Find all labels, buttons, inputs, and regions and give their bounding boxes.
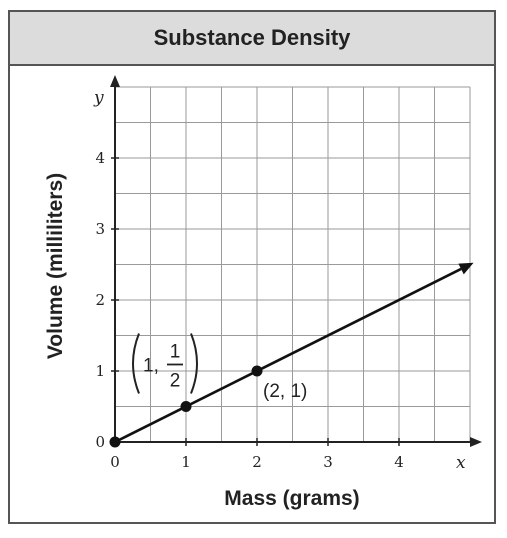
y-tick-label: 0 <box>95 433 105 451</box>
left-paren-icon <box>132 333 140 394</box>
x-axis-variable: x <box>456 453 466 473</box>
y-tick-label: 2 <box>95 291 105 309</box>
axes <box>110 75 482 447</box>
chart-frame: Substance Density <box>8 10 496 524</box>
y-tick-label: 3 <box>95 220 105 238</box>
data-point <box>251 365 263 377</box>
y-tick-label: 1 <box>95 362 105 380</box>
data-points: (2, 1) 1, 1 2 <box>109 333 307 448</box>
x-axis-title: Mass (grams) <box>224 487 359 510</box>
x-tick-label: 2 <box>252 453 262 471</box>
y-tick-label: 4 <box>95 149 105 167</box>
grid <box>115 86 471 442</box>
tick-labels: 0 1 2 3 4 0 1 2 3 4 <box>95 149 403 471</box>
point-label-fraction-numerator: 1 <box>170 342 181 363</box>
y-axis-variable: y <box>93 88 104 108</box>
y-axis-title: Volume (milliliters) <box>44 173 67 359</box>
data-point <box>109 436 121 448</box>
chart-title: Substance Density <box>153 25 351 50</box>
point-label-x: 1, <box>143 356 159 377</box>
x-tick-label: 0 <box>110 453 120 471</box>
x-tick-label: 4 <box>394 453 404 471</box>
series-line <box>114 267 462 444</box>
data-point <box>180 401 192 412</box>
y-axis-arrow-icon <box>110 75 120 87</box>
right-paren-icon <box>190 333 198 394</box>
point-label-fraction-denominator: 2 <box>170 371 181 392</box>
x-tick-label: 3 <box>323 453 333 471</box>
point-label-2-1: (2, 1) <box>263 381 307 402</box>
x-axis-arrow-icon <box>470 437 482 447</box>
x-tick-label: 1 <box>181 453 191 471</box>
series-arrow-icon <box>458 262 474 275</box>
series <box>114 262 474 444</box>
chart-title-bar: Substance Density <box>10 12 494 66</box>
